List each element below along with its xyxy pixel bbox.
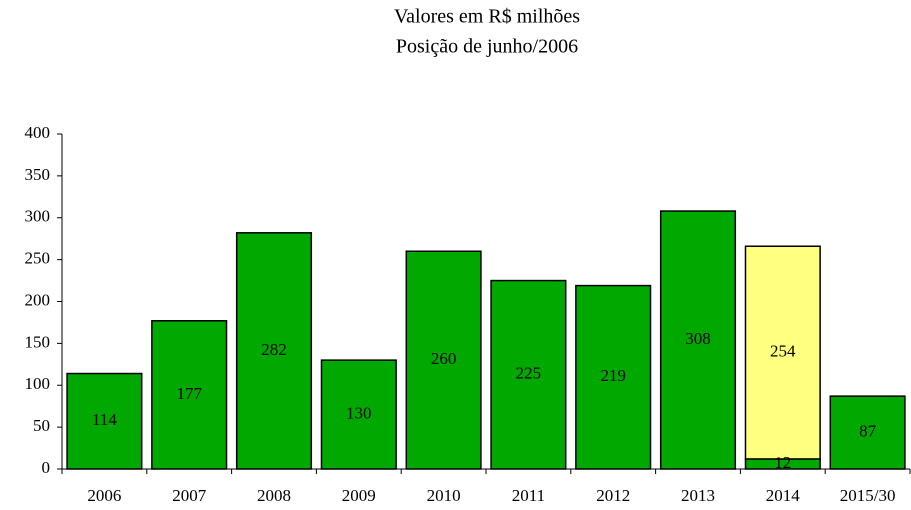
- bar: [405, 250, 482, 470]
- data-label: 225: [516, 364, 542, 383]
- x-tick-label: 2008: [257, 486, 291, 505]
- x-tick-label: 2014: [766, 486, 801, 505]
- bar: [744, 245, 821, 460]
- y-tick-label: 50: [33, 416, 50, 435]
- y-tick-label: 200: [25, 290, 51, 309]
- x-tick-label: 2010: [427, 486, 461, 505]
- data-label: 282: [261, 340, 287, 359]
- x-tick-label: 2006: [87, 486, 121, 505]
- y-tick-label: 150: [25, 332, 51, 351]
- x-tick-label: 2011: [512, 486, 545, 505]
- y-tick-label: 0: [42, 458, 51, 477]
- bar: [829, 395, 906, 470]
- bar: [575, 284, 652, 470]
- bar: [66, 372, 143, 470]
- data-label: 12: [774, 453, 791, 472]
- bar: [490, 279, 567, 470]
- bar: [151, 320, 228, 470]
- data-label: 130: [346, 403, 372, 422]
- data-label: 177: [176, 384, 202, 403]
- y-tick-label: 300: [25, 207, 51, 226]
- x-tick-label: 2009: [342, 486, 376, 505]
- bar: [235, 232, 313, 470]
- y-tick-label: 100: [25, 374, 51, 393]
- x-tick-label: 2007: [172, 486, 207, 505]
- y-tick-label: 400: [25, 123, 51, 142]
- chart-subtitle: Posição de junho/2006: [396, 36, 578, 58]
- y-tick-label: 250: [25, 249, 51, 268]
- data-label: 219: [600, 366, 626, 385]
- bar: [320, 359, 397, 470]
- x-tick-label: 2013: [681, 486, 715, 505]
- chart-title: Valores em R$ milhões: [394, 6, 580, 28]
- data-label: 260: [431, 349, 457, 368]
- bar: [659, 210, 737, 470]
- y-tick-label: 350: [25, 165, 51, 184]
- data-label: 114: [92, 410, 117, 429]
- data-label: 254: [770, 341, 796, 360]
- data-label: 308: [685, 329, 711, 348]
- x-tick-label: 2015/30: [840, 486, 896, 505]
- x-tick-label: 2012: [596, 486, 630, 505]
- data-label: 87: [859, 421, 877, 440]
